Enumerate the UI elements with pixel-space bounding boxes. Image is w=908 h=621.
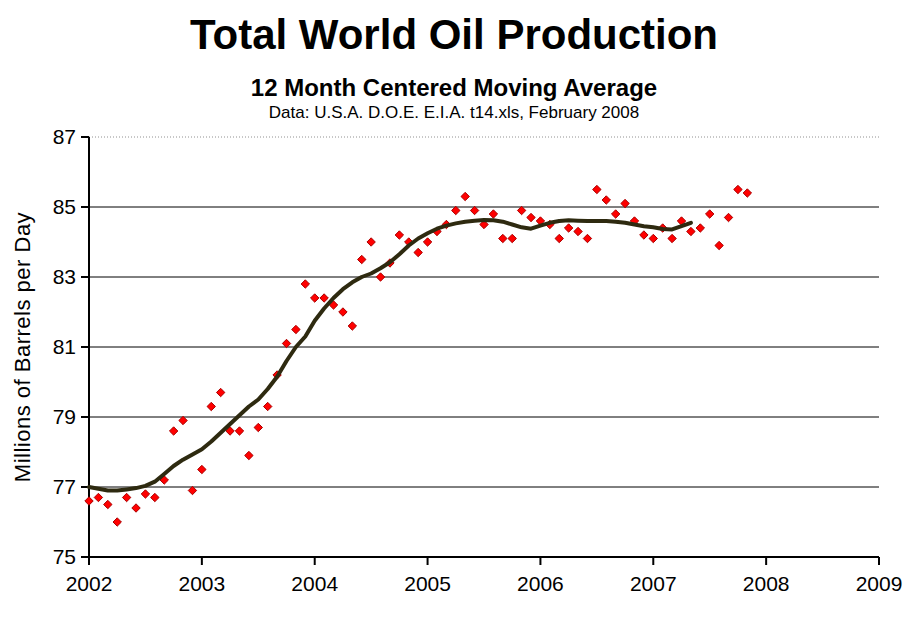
data-point-diamond	[743, 189, 751, 197]
data-point-diamond	[94, 493, 102, 501]
data-point-diamond	[188, 486, 196, 494]
x-tick-label: 2004	[291, 572, 338, 595]
y-tick-label: 79	[53, 405, 76, 428]
data-point-diamond	[348, 322, 356, 330]
data-point-diamond	[85, 497, 93, 505]
chart-canvas: Total World Oil Production 12 Month Cent…	[0, 0, 908, 621]
data-point-diamond	[649, 234, 657, 242]
data-point-diamond	[687, 227, 695, 235]
data-point-diamond	[169, 427, 177, 435]
data-point-diamond	[367, 238, 375, 246]
data-point-diamond	[470, 206, 478, 214]
data-point-diamond	[263, 402, 271, 410]
data-point-diamond	[611, 210, 619, 218]
x-tick-label: 2005	[404, 572, 451, 595]
data-point-diamond	[245, 451, 253, 459]
data-point-diamond	[602, 196, 610, 204]
data-point-diamond	[499, 234, 507, 242]
data-point-diamond	[132, 504, 140, 512]
data-point-diamond	[358, 255, 366, 263]
data-point-diamond	[593, 185, 601, 193]
data-point-diamond	[216, 388, 224, 396]
y-tick-label: 81	[53, 335, 76, 358]
data-point-diamond	[151, 493, 159, 501]
data-point-diamond	[715, 241, 723, 249]
y-tick-label: 83	[53, 265, 76, 288]
plot-area: 2002 2003 2004 2005 2006 2007 2008 2009 75 77 79 81…	[0, 0, 908, 621]
x-tick-label: 2002	[66, 572, 113, 595]
data-point-diamond	[320, 294, 328, 302]
x-tick-label: 2007	[630, 572, 677, 595]
data-point-diamond	[574, 227, 582, 235]
data-point-diamond	[696, 224, 704, 232]
data-point-diamond	[254, 423, 262, 431]
data-point-diamond	[376, 273, 384, 281]
data-point-diamond	[734, 185, 742, 193]
x-tick-label: 2006	[517, 572, 564, 595]
data-point-diamond	[395, 231, 403, 239]
data-point-diamond	[668, 234, 676, 242]
data-point-diamond	[527, 213, 535, 221]
data-point-diamond	[311, 294, 319, 302]
y-tick-label: 75	[53, 545, 76, 568]
data-point-diamond	[517, 206, 525, 214]
data-point-diamond	[235, 427, 243, 435]
y-tick-label: 85	[53, 195, 76, 218]
y-tick-label: 87	[53, 125, 76, 148]
data-point-diamond	[706, 210, 714, 218]
data-point-diamond	[198, 465, 206, 473]
data-point-diamond	[113, 518, 121, 526]
x-tick-label: 2003	[178, 572, 225, 595]
data-point-diamond	[282, 339, 290, 347]
data-point-diamond	[461, 192, 469, 200]
data-point-diamond	[122, 493, 130, 501]
data-point-diamond	[104, 500, 112, 508]
data-point-diamond	[508, 234, 516, 242]
data-point-diamond	[141, 490, 149, 498]
y-tick-label: 77	[53, 475, 76, 498]
moving-average-line	[89, 220, 691, 491]
data-point-diamond	[724, 213, 732, 221]
data-point-diamond	[583, 234, 591, 242]
data-point-diamond	[555, 234, 563, 242]
data-point-diamond	[339, 308, 347, 316]
x-tick-label: 2008	[743, 572, 790, 595]
data-point-diamond	[452, 206, 460, 214]
data-point-diamond	[423, 238, 431, 246]
data-point-diamond	[414, 248, 422, 256]
data-point-diamond	[489, 210, 497, 218]
data-point-diamond	[621, 199, 629, 207]
x-tick-label: 2009	[856, 572, 903, 595]
data-point-diamond	[640, 231, 648, 239]
data-point-diamond	[292, 325, 300, 333]
data-point-diamond	[179, 416, 187, 424]
data-point-diamond	[207, 402, 215, 410]
data-point-diamond	[301, 280, 309, 288]
data-point-diamond	[564, 224, 572, 232]
